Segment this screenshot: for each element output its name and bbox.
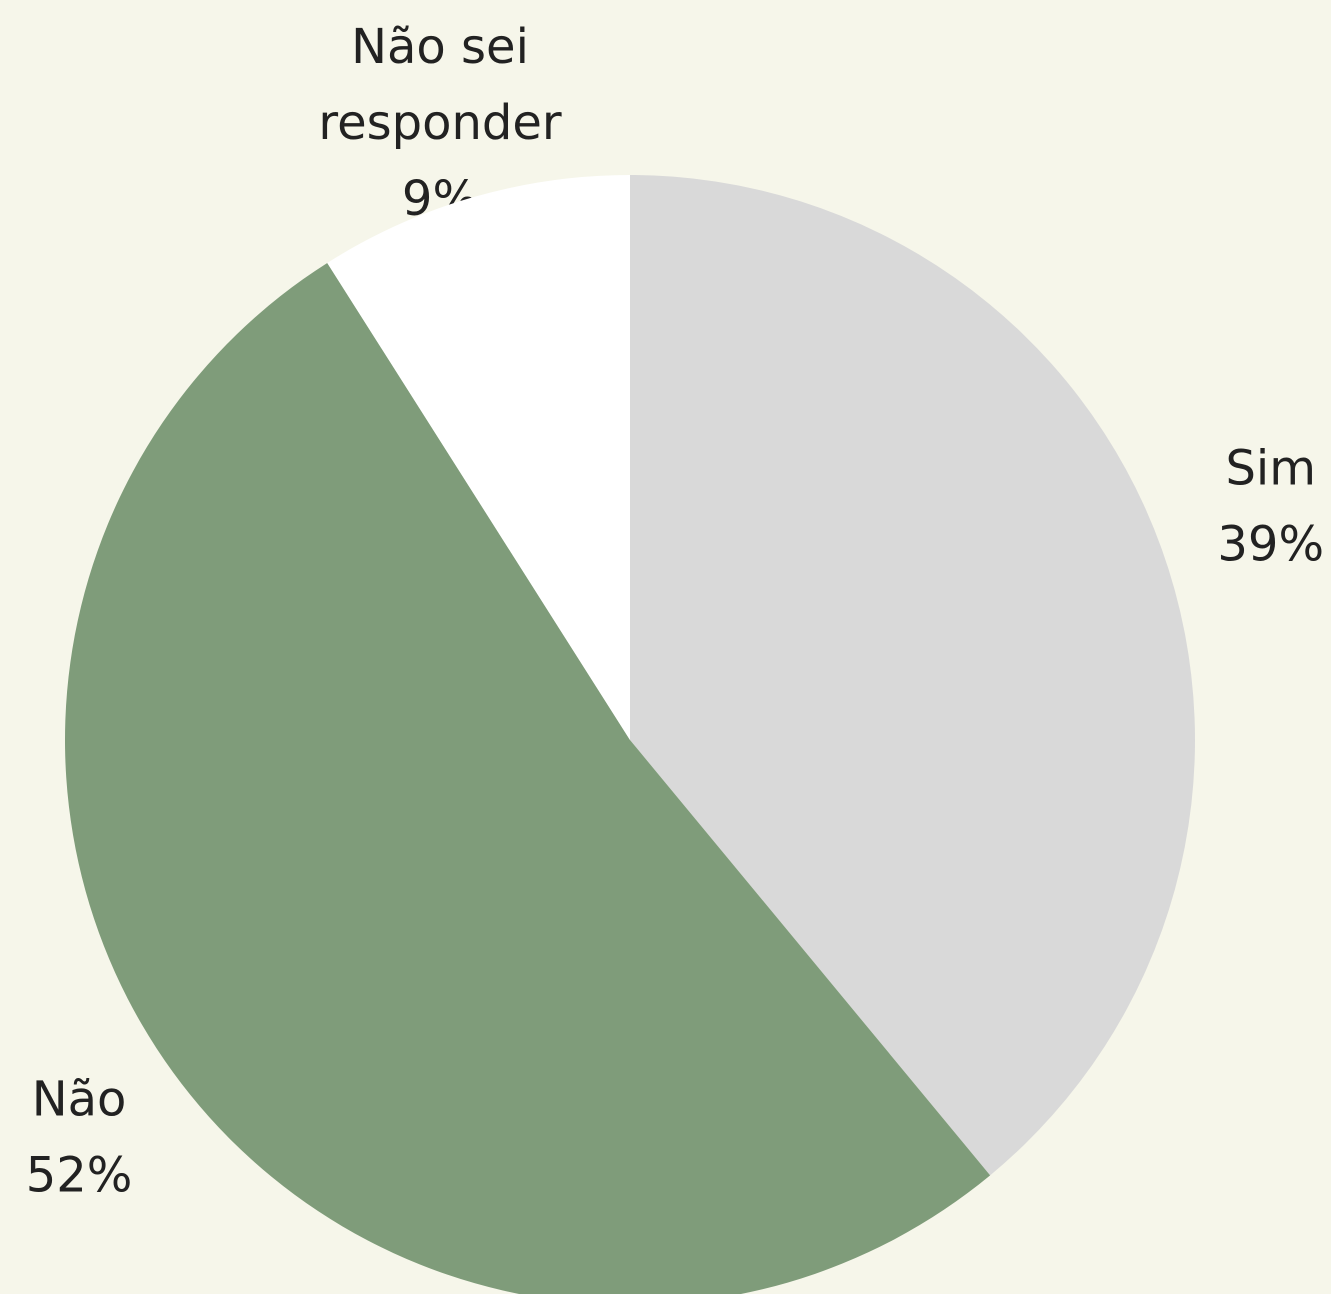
slice-label: Sim: [1225, 440, 1316, 496]
pie-slice: [630, 175, 1195, 1176]
pie-slice: [327, 175, 630, 740]
pie-slice: [65, 262, 991, 1294]
slices: [65, 175, 1195, 1294]
label-line: Não sei: [351, 19, 529, 75]
slice-label: Não: [32, 1071, 127, 1127]
slice-label: Não sei responder: [318, 19, 561, 151]
slice-value-label: 52%: [26, 1147, 133, 1203]
slice-value-label: 39%: [1217, 516, 1324, 572]
label-line: responder: [318, 95, 561, 151]
